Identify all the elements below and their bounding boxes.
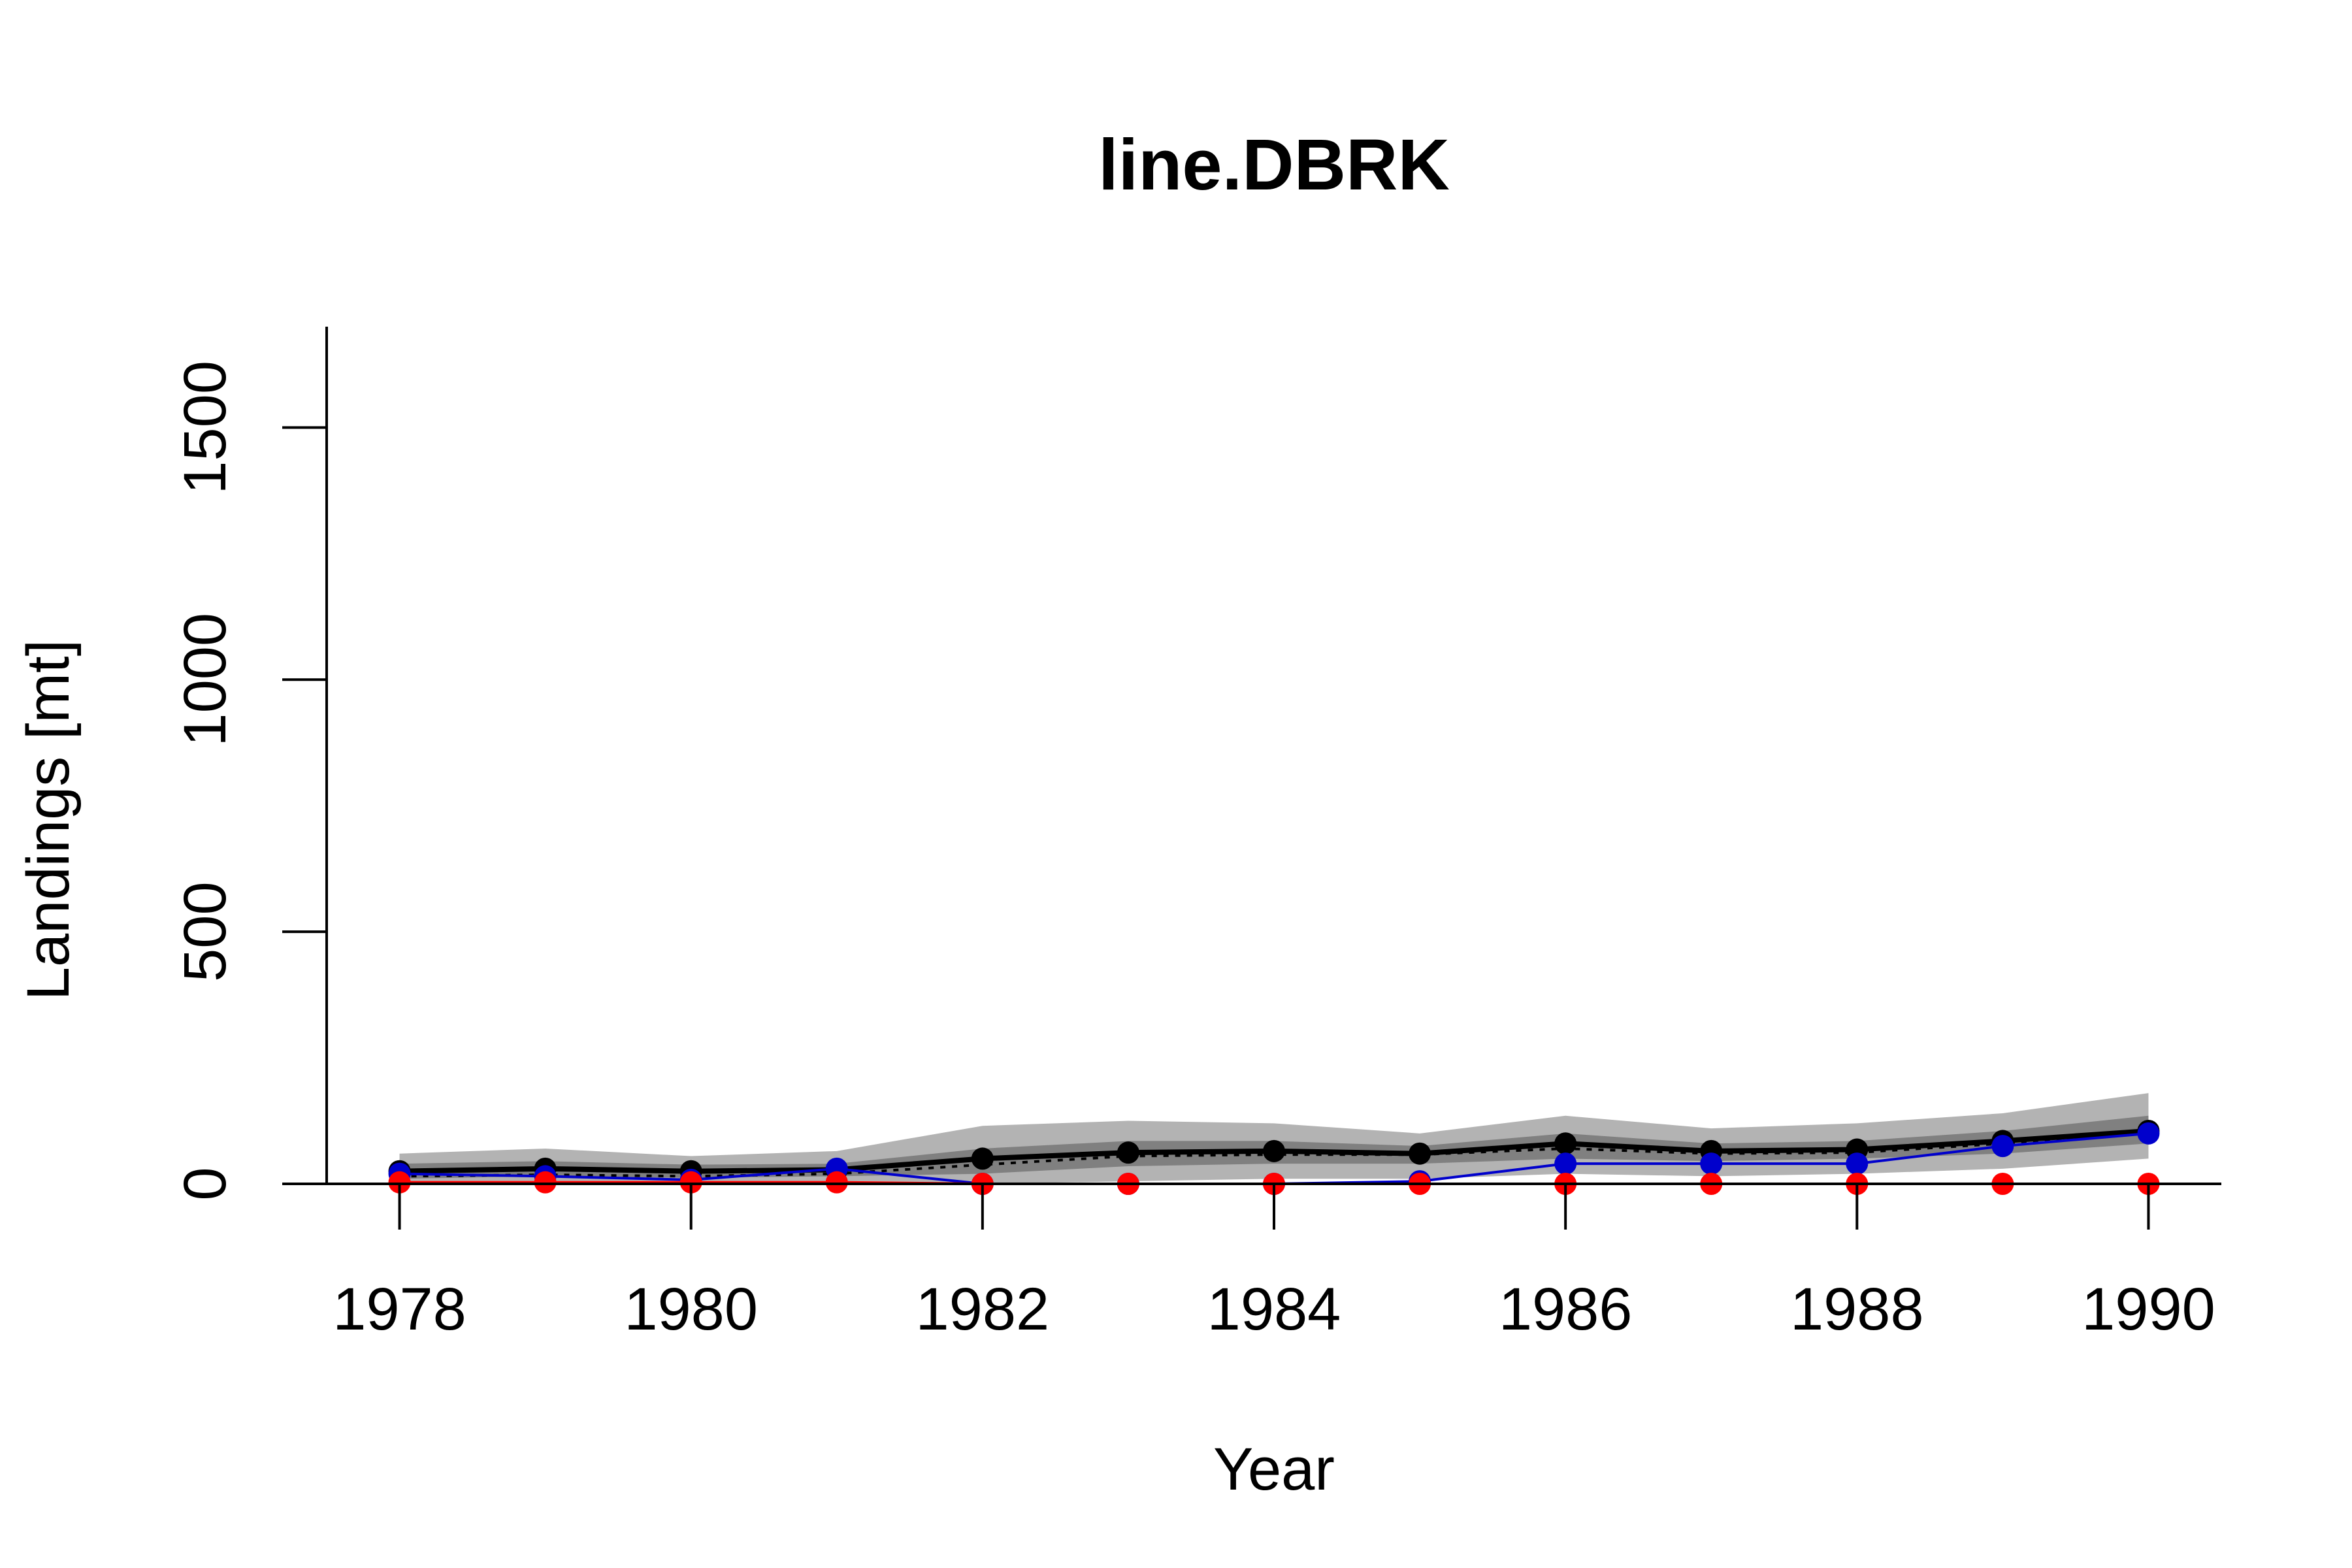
series-0-point-8 — [1554, 1132, 1577, 1155]
y-tick-label-0: 0 — [172, 1167, 238, 1200]
x-axis-label: Year — [1213, 1436, 1335, 1503]
series-2-point-8 — [1554, 1152, 1577, 1175]
y-tick-label-500: 500 — [172, 881, 238, 982]
x-tick-label-1982: 1982 — [916, 1276, 1050, 1343]
x-tick-label-1986: 1986 — [1499, 1276, 1633, 1343]
series-0-point-5 — [1117, 1141, 1139, 1164]
x-tick-label-1980: 1980 — [624, 1276, 758, 1343]
y-axis-label: Landings [mt] — [15, 640, 82, 1000]
axes: 1978 1980 1982 1984 1986 1988 1990 0 500 1000 1500 — [172, 327, 2221, 1343]
series-0-point-6 — [1263, 1139, 1285, 1162]
y-tick-label-1000: 1000 — [172, 613, 238, 747]
series-3-point-2 — [679, 1171, 702, 1194]
series-0-point-7 — [1409, 1142, 1431, 1165]
series-3-point-1 — [534, 1171, 557, 1194]
x-tick-label-1978: 1978 — [333, 1276, 466, 1343]
x-tick-label-1990: 1990 — [2082, 1276, 2215, 1343]
series-0-point-4 — [971, 1147, 994, 1170]
series-3-point-3 — [825, 1171, 848, 1194]
x-tick-label-1984: 1984 — [1207, 1276, 1341, 1343]
series-3-point-0 — [388, 1171, 411, 1194]
series-2-point-12 — [2137, 1122, 2160, 1145]
series-2-point-10 — [1846, 1152, 1869, 1175]
series-2-point-9 — [1700, 1152, 1723, 1175]
series-line-1 — [399, 1132, 2149, 1178]
x-tick-label-1988: 1988 — [1790, 1276, 1924, 1343]
chart-title: line.DBRK — [1098, 125, 1450, 205]
series-2-point-11 — [1991, 1135, 2014, 1158]
y-tick-label-1500: 1500 — [172, 361, 238, 495]
